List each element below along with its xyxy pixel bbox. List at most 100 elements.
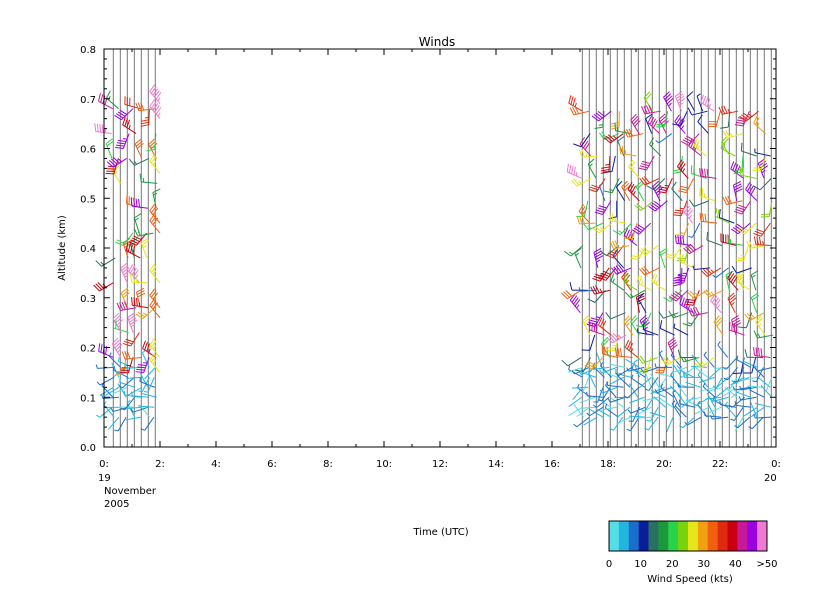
- wind-barb: [576, 406, 591, 417]
- wind-barb: [658, 113, 669, 134]
- wind-barb: [616, 416, 631, 425]
- wind-barb: [707, 402, 716, 418]
- wind-barb: [660, 357, 681, 366]
- wind-barb: [706, 406, 722, 415]
- wind-barb: [594, 200, 612, 215]
- wind-barb: [734, 416, 751, 429]
- colorbar-swatch: [658, 521, 669, 551]
- wind-barb: [607, 396, 626, 403]
- wind-barb: [589, 408, 604, 418]
- x-tick-label: 12:: [432, 459, 448, 470]
- wind-barb: [120, 262, 131, 284]
- wind-barb: [126, 406, 143, 410]
- wind-barb: [127, 386, 143, 396]
- wind-barb: [111, 337, 123, 358]
- wind-barb: [638, 155, 655, 171]
- wind-barb: [739, 110, 759, 122]
- y-tick-label: 0.8: [80, 45, 96, 56]
- wind-barb: [676, 245, 690, 262]
- wind-barb: [742, 357, 758, 368]
- wind-barb: [128, 264, 141, 284]
- wind-barb: [582, 315, 591, 336]
- wind-barb: [122, 116, 137, 134]
- wind-barb: [615, 366, 633, 377]
- wind-barb: [672, 381, 688, 388]
- wind-barb: [659, 397, 674, 408]
- wind-barb: [728, 321, 745, 336]
- wind-barb: [645, 113, 653, 134]
- wind-barb: [568, 406, 583, 416]
- wind-barb: [659, 320, 675, 336]
- wind-barb: [127, 312, 138, 333]
- wind-barb: [669, 385, 682, 398]
- wind-barb: [733, 200, 752, 215]
- wind-barb: [586, 406, 604, 417]
- wind-barb: [603, 155, 616, 173]
- wind-barb: [125, 242, 141, 259]
- wind-barb: [637, 355, 658, 364]
- wind-barb: [623, 386, 640, 399]
- wind-barb: [677, 382, 695, 388]
- wind-barb: [601, 345, 619, 358]
- wind-barb: [643, 91, 654, 112]
- wind-barb: [747, 385, 764, 388]
- wind-barb: [750, 270, 759, 291]
- wind-barb: [600, 155, 611, 174]
- wind-barb: [568, 396, 582, 408]
- wind-barb: [576, 215, 596, 225]
- wind-barb: [586, 391, 604, 398]
- wind-barb: [575, 357, 592, 373]
- wind-barb: [691, 365, 708, 368]
- wind-barb: [149, 288, 161, 309]
- wind-barb: [590, 285, 611, 295]
- colorbar-swatch: [668, 521, 679, 551]
- wind-barb: [593, 396, 610, 408]
- wind-barb: [569, 281, 588, 291]
- wind-barb: [640, 366, 659, 373]
- wind-barb: [674, 401, 687, 418]
- wind-barb: [697, 114, 709, 134]
- wind-barb: [598, 267, 617, 281]
- wind-barb: [98, 343, 114, 358]
- wind-barb: [603, 133, 624, 144]
- wind-barb: [586, 312, 604, 328]
- wind-barb: [617, 406, 631, 418]
- wind-barb: [627, 182, 640, 202]
- wind-barb: [578, 287, 597, 292]
- wind-barb: [707, 111, 721, 128]
- colorbar-swatch: [727, 521, 738, 551]
- wind-barb: [640, 104, 661, 115]
- wind-barb: [652, 180, 663, 201]
- wind-barb: [119, 378, 136, 388]
- wind-barb: [744, 312, 765, 321]
- y-tick-label: 0.2: [80, 344, 96, 355]
- wind-barb: [741, 376, 758, 382]
- wind-barb: [728, 396, 745, 408]
- colorbar-title: Wind Speed (kts): [647, 574, 733, 585]
- colorbar-swatch: [609, 521, 620, 551]
- wind-barb: [631, 374, 646, 388]
- wind-barb: [699, 213, 718, 224]
- wind-barb: [639, 176, 660, 186]
- wind-barb: [709, 367, 722, 379]
- date-start-year: 2005: [104, 499, 129, 510]
- wind-barb: [734, 401, 752, 408]
- wind-barb: [152, 188, 161, 209]
- wind-barb: [671, 181, 683, 202]
- wind-barb: [647, 115, 660, 134]
- wind-barb: [650, 373, 660, 388]
- wind-barb: [713, 377, 723, 392]
- wind-barb: [755, 402, 771, 408]
- wind-barb: [757, 158, 769, 179]
- wind-barb: [684, 416, 702, 426]
- wind-barb: [655, 111, 669, 128]
- wind-barb: [140, 108, 150, 127]
- wind-barb: [579, 396, 596, 404]
- wind-barb: [680, 133, 700, 146]
- wind-barb: [732, 386, 751, 391]
- wind-barb: [574, 247, 582, 269]
- wind-barb: [679, 354, 700, 363]
- wind-barb: [115, 232, 134, 246]
- wind-barb: [623, 273, 638, 291]
